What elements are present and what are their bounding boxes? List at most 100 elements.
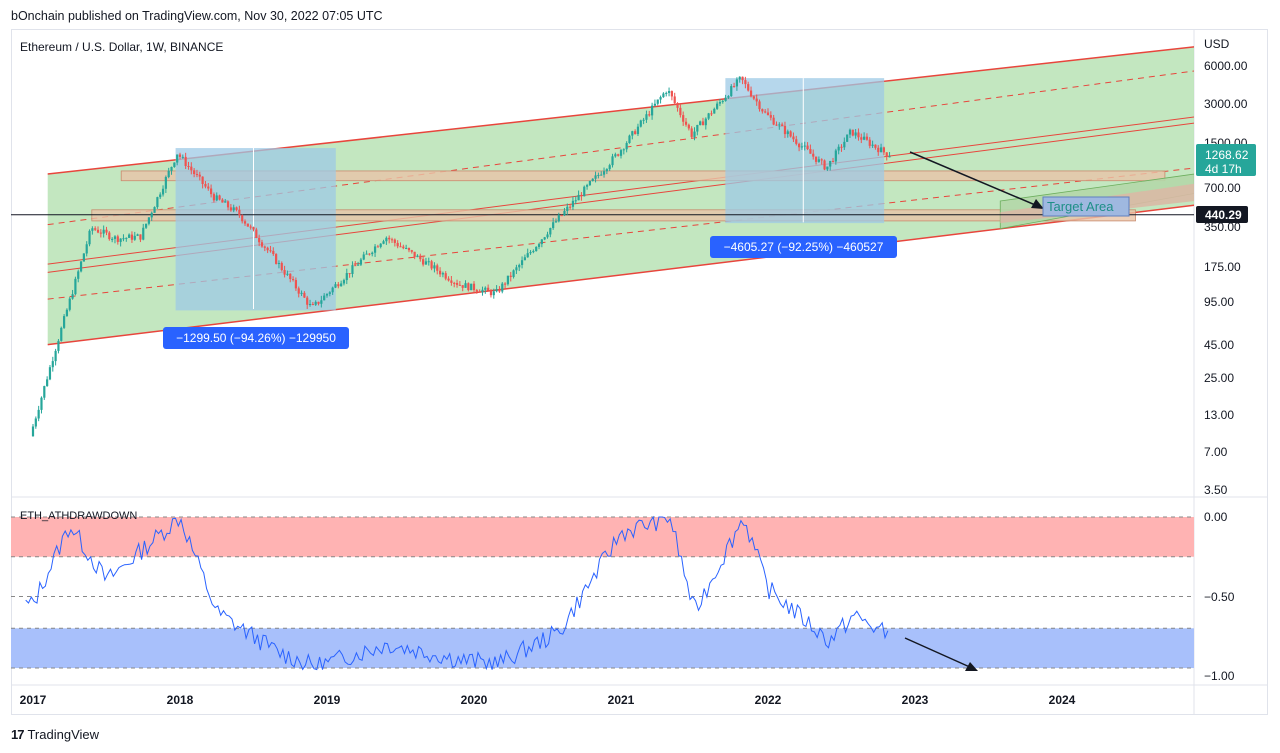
candle-body xyxy=(806,145,809,150)
candle-body xyxy=(831,160,835,162)
candle-body xyxy=(696,124,699,132)
candle-body xyxy=(699,121,702,125)
candle-body xyxy=(848,129,852,135)
x-tick-label: 2022 xyxy=(755,693,782,707)
y-tick-label: 45.00 xyxy=(1204,338,1234,352)
candle-body xyxy=(303,292,306,298)
candle-body xyxy=(246,223,249,227)
candle-body xyxy=(368,253,371,255)
candle-body xyxy=(436,265,439,271)
candle-body xyxy=(289,273,292,280)
candle-body xyxy=(187,166,190,168)
candle-body xyxy=(682,115,685,122)
candle-body xyxy=(77,271,80,279)
candle-body xyxy=(280,263,283,271)
candle-body xyxy=(566,206,569,211)
x-tick-label: 2024 xyxy=(1049,693,1076,707)
candle-body xyxy=(60,327,63,341)
candle-body xyxy=(399,246,402,248)
candle-body xyxy=(385,237,388,242)
candle-body xyxy=(241,215,244,222)
candle-body xyxy=(272,250,275,255)
candle-body xyxy=(563,210,566,216)
candle-body xyxy=(716,103,719,109)
candle-body xyxy=(772,117,775,125)
candle-body xyxy=(371,252,374,255)
candle-body xyxy=(704,118,707,126)
target-area-label-box xyxy=(1042,196,1130,217)
candle-body xyxy=(328,292,331,294)
candle-body xyxy=(116,236,119,242)
candle-body xyxy=(79,261,83,272)
candle-body xyxy=(57,340,60,351)
candle-body xyxy=(766,112,770,116)
candle-body xyxy=(489,290,493,296)
candle-body xyxy=(475,290,478,292)
candle-body xyxy=(557,215,560,222)
candle-body xyxy=(419,255,422,260)
candle-body xyxy=(393,239,396,243)
candle-body xyxy=(871,144,874,146)
candle-body xyxy=(741,76,744,81)
candle-body xyxy=(585,185,589,187)
candle-body xyxy=(82,253,85,262)
tradingview-brand[interactable]: 17 TradingView xyxy=(11,727,99,742)
candle-body xyxy=(619,150,623,156)
candle-body xyxy=(379,243,382,247)
candle-body xyxy=(529,252,532,254)
candle-body xyxy=(136,234,139,236)
projection-arrow xyxy=(909,151,1041,208)
y-tick-label: 6000.00 xyxy=(1204,59,1248,73)
candle-body xyxy=(161,188,165,195)
candle-body xyxy=(611,156,614,166)
candle-body xyxy=(306,297,309,305)
drawdown-box-2022 xyxy=(725,78,885,224)
candle-body xyxy=(94,228,97,230)
candle-body xyxy=(879,147,883,153)
candle-body xyxy=(232,207,235,211)
candle-body xyxy=(622,149,625,151)
candle-body xyxy=(430,261,433,269)
candle-body xyxy=(455,282,459,285)
candle-body xyxy=(484,287,487,290)
candle-body xyxy=(707,113,710,119)
x-tick-label: 2019 xyxy=(314,693,341,707)
x-tick-label: 2017 xyxy=(20,693,47,707)
candle-body xyxy=(863,136,866,140)
candle-body xyxy=(594,175,597,179)
candle-body xyxy=(642,119,645,121)
candle-body xyxy=(422,259,425,265)
candle-body xyxy=(744,80,747,85)
candle-body xyxy=(628,135,631,144)
candle-body xyxy=(252,227,255,230)
candle-body xyxy=(600,174,603,176)
candle-body xyxy=(441,273,445,275)
candle-body xyxy=(752,96,755,99)
target-area-label: Target Area xyxy=(1047,199,1114,214)
candle-body xyxy=(416,255,419,258)
candle-body xyxy=(410,250,413,252)
candle-body xyxy=(190,166,193,171)
candle-body xyxy=(648,114,651,116)
candle-body xyxy=(193,170,196,175)
candle-body xyxy=(574,200,577,202)
candle-body xyxy=(122,238,125,240)
candle-body xyxy=(882,147,886,153)
candle-body xyxy=(43,386,46,398)
candle-body xyxy=(323,295,326,301)
candle-body xyxy=(478,291,481,293)
last-price-value: 1268.62 xyxy=(1205,148,1249,162)
candle-body xyxy=(783,125,787,135)
candle-body xyxy=(340,283,343,287)
candle-body xyxy=(868,139,871,146)
candle-body xyxy=(291,279,295,281)
y-tick-label: 175.00 xyxy=(1204,260,1241,274)
candle-body xyxy=(498,289,501,292)
candle-body xyxy=(345,273,348,281)
candle-body xyxy=(492,291,495,296)
candle-body xyxy=(860,137,863,140)
y-tick-label: 7.00 xyxy=(1204,445,1228,459)
drawdown-label-2022: −4605.27 (−92.25%) −460527 xyxy=(724,240,884,254)
candle-body xyxy=(373,246,377,253)
